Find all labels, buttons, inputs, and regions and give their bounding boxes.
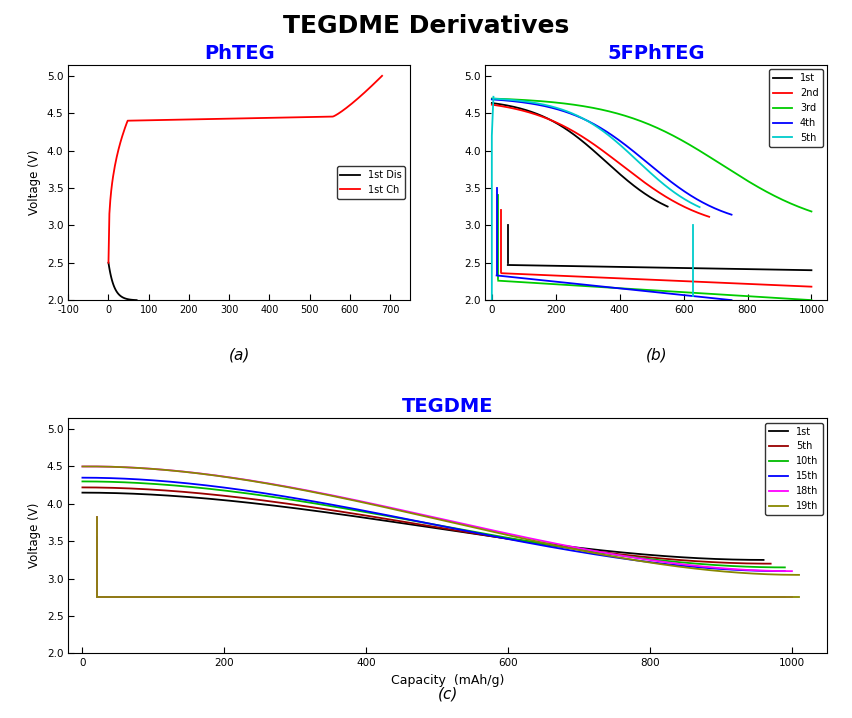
19th xyxy=(793,571,803,579)
5th xyxy=(118,484,129,493)
5th xyxy=(730,559,740,567)
Text: (a): (a) xyxy=(228,348,250,362)
18th xyxy=(83,462,93,471)
1st xyxy=(258,500,268,509)
5th xyxy=(764,559,774,568)
X-axis label: Capacity  (mAh/g): Capacity (mAh/g) xyxy=(391,673,504,687)
19th xyxy=(367,500,377,509)
Line: 1st: 1st xyxy=(83,493,763,560)
1st xyxy=(699,554,710,563)
5th xyxy=(205,490,216,498)
19th xyxy=(83,462,93,471)
18th xyxy=(786,567,796,575)
19th xyxy=(377,502,387,510)
15th xyxy=(264,490,274,498)
10th xyxy=(106,477,116,486)
Legend: 1st, 5th, 10th, 15th, 18th, 19th: 1st, 5th, 10th, 15th, 18th, 19th xyxy=(764,423,821,515)
15th xyxy=(744,567,754,575)
Title: TEGDME: TEGDME xyxy=(401,397,493,416)
19th xyxy=(78,462,88,471)
18th xyxy=(197,470,207,478)
Line: 19th: 19th xyxy=(83,467,798,575)
5th xyxy=(706,558,717,567)
Text: (b): (b) xyxy=(645,348,666,362)
18th xyxy=(570,543,580,551)
18th xyxy=(78,462,88,471)
10th xyxy=(208,485,218,493)
5th xyxy=(261,496,271,505)
18th xyxy=(373,501,383,510)
Title: 5FPhTEG: 5FPhTEG xyxy=(607,44,705,63)
1st xyxy=(78,488,88,497)
5th xyxy=(78,483,88,492)
1st xyxy=(204,495,214,503)
18th xyxy=(365,499,375,508)
Title: PhTEG: PhTEG xyxy=(204,44,274,63)
10th xyxy=(719,561,729,570)
15th xyxy=(208,482,218,490)
19th xyxy=(494,529,504,538)
18th xyxy=(760,567,770,575)
1st xyxy=(118,489,129,498)
Y-axis label: Voltage (V): Voltage (V) xyxy=(28,503,41,569)
19th xyxy=(198,470,208,478)
Text: (c): (c) xyxy=(437,686,458,701)
10th xyxy=(744,562,754,571)
Y-axis label: Voltage (V): Voltage (V) xyxy=(28,149,41,215)
18th xyxy=(490,527,500,536)
15th xyxy=(779,567,789,575)
Line: 10th: 10th xyxy=(83,482,784,567)
10th xyxy=(119,478,130,487)
Legend: 1st, 2nd, 3rd, 4th, 5th: 1st, 2nd, 3rd, 4th, 5th xyxy=(768,70,821,146)
Legend: 1st Dis, 1st Ch: 1st Dis, 1st Ch xyxy=(337,166,405,199)
Text: TEGDME Derivatives: TEGDME Derivatives xyxy=(283,14,569,38)
1st xyxy=(105,489,115,498)
10th xyxy=(78,477,88,486)
19th xyxy=(574,546,584,554)
10th xyxy=(264,492,274,500)
5th xyxy=(105,483,115,492)
19th xyxy=(767,570,777,579)
1st xyxy=(723,555,734,564)
1st xyxy=(757,556,768,564)
Line: 15th: 15th xyxy=(83,477,784,571)
15th xyxy=(106,474,116,482)
15th xyxy=(719,565,729,574)
15th xyxy=(119,475,130,483)
Line: 5th: 5th xyxy=(83,488,769,564)
15th xyxy=(78,473,88,482)
Line: 18th: 18th xyxy=(83,467,791,571)
10th xyxy=(779,563,789,572)
